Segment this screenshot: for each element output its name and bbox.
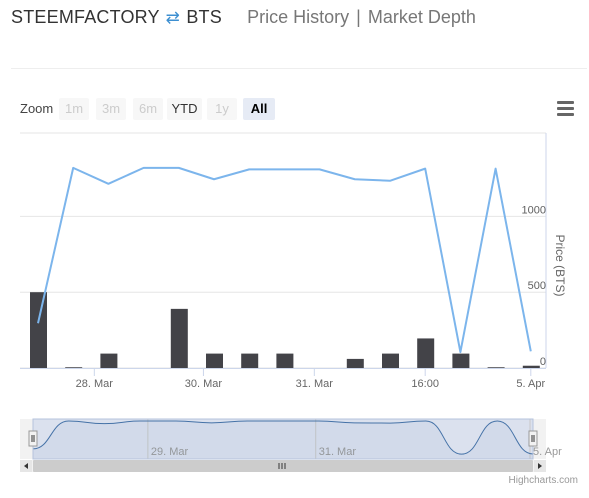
arrows-swap-icon[interactable]: ⇄ [165,8,181,27]
volume-bar [241,353,259,368]
volume-bar [522,365,540,368]
volume-bar [30,292,47,368]
chart-tabs: Price History | Market Depth [247,7,476,27]
navigator-line [32,420,534,455]
range-button-all[interactable]: All [243,98,275,120]
navigator-handle-right[interactable] [528,430,538,447]
x-tick-label: 30. Mar [185,378,223,390]
volume-bar [417,338,435,368]
header-divider [11,68,587,69]
navigator-mask [33,419,533,459]
y-tick-label: 1000 [522,204,546,216]
volume-bar [487,367,505,368]
scroll-left-arrow-icon [24,463,28,469]
tab-separator: | [356,7,361,27]
scroll-right-arrow-icon [538,463,542,469]
volume-bar [65,367,83,368]
price-line [37,166,532,354]
tab-price-history[interactable]: Price History [247,7,350,27]
navigator-area [33,421,533,459]
volume-bar [100,353,118,368]
navigator-tick-label: 29. Mar [151,446,189,458]
x-tick-label: 16:00 [411,378,439,390]
base-asset: STEEMFACTORY [11,7,160,27]
market-pair-title: STEEMFACTORY ⇄ BTS [11,7,227,27]
range-button-6m[interactable]: 6m [133,98,163,120]
range-button-3m[interactable]: 3m [96,98,126,120]
zoom-label: Zoom [20,101,54,116]
navigator-handle-left[interactable] [28,430,38,447]
volume-bar [346,358,364,368]
hamburger-menu-icon[interactable] [557,101,574,116]
quote-asset: BTS [186,7,222,27]
scrollbar-thumb[interactable] [33,460,533,472]
x-tick-label: 31. Mar [296,378,334,390]
range-button-1y[interactable]: 1y [207,98,237,120]
y-tick-label: 500 [528,280,546,292]
x-tick-label: 28. Mar [76,378,114,390]
volume-bar [452,353,470,368]
chart-header: STEEMFACTORY ⇄ BTS Price History | Marke… [11,7,571,29]
volume-bar [382,353,399,368]
navigator-tick-label: 31. Mar [319,446,357,458]
range-button-1m[interactable]: 1m [59,98,89,120]
volume-bar [276,353,294,368]
y-axis-title: Price (BTS) [553,234,567,296]
credits-link[interactable]: Highcharts.com [508,475,578,486]
tab-market-depth[interactable]: Market Depth [367,7,476,27]
x-tick-label: 5. Apr [516,378,545,390]
volume-bar [206,353,223,368]
navigator-tick-label: 5. Apr [533,446,562,458]
volume-bar [170,308,188,368]
range-button-ytd[interactable]: YTD [167,98,202,120]
y-tick-label: 0 [540,356,546,368]
